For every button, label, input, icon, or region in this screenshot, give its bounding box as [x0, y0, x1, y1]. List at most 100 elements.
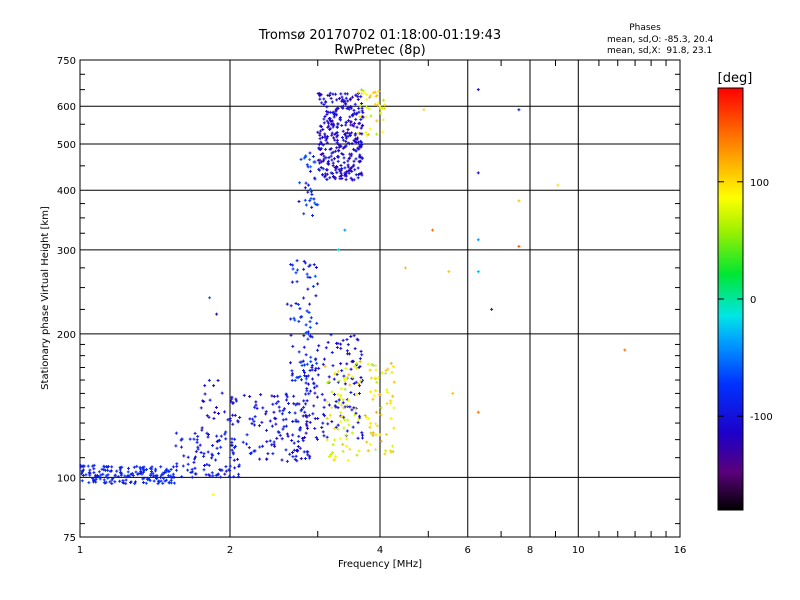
data-point: [233, 446, 237, 450]
data-point: [115, 469, 119, 473]
data-point: [335, 135, 339, 139]
data-point: [338, 175, 342, 179]
data-point: [332, 115, 336, 119]
data-point: [268, 439, 272, 443]
data-point: [232, 475, 236, 479]
data-point: [374, 448, 378, 452]
data-point: [340, 369, 344, 373]
data-point: [336, 133, 340, 137]
data-point: [310, 365, 314, 369]
data-point: [336, 369, 340, 373]
data-point: [272, 394, 276, 398]
data-point: [320, 425, 324, 429]
data-point: [181, 464, 185, 468]
data-point: [259, 393, 263, 397]
data-point: [99, 473, 103, 477]
data-point: [299, 315, 303, 319]
data-point: [324, 346, 328, 350]
data-point: [359, 95, 363, 99]
data-point: [307, 311, 311, 315]
data-point: [351, 95, 355, 99]
data-point: [297, 434, 301, 438]
data-point: [327, 403, 331, 407]
data-point: [285, 395, 289, 399]
data-point: [284, 417, 288, 421]
data-point: [345, 337, 349, 341]
data-point: [357, 110, 361, 114]
data-point: [217, 452, 221, 456]
data-point: [337, 401, 341, 405]
data-point: [349, 166, 353, 170]
data-point: [87, 481, 91, 485]
data-point: [147, 478, 151, 482]
data-point: [352, 124, 356, 128]
data-point: [386, 390, 390, 394]
data-point: [291, 455, 295, 459]
data-point: [323, 132, 327, 136]
data-point: [341, 442, 345, 446]
data-point: [329, 122, 333, 126]
data-point: [335, 146, 339, 150]
data-point: [343, 145, 347, 149]
data-point: [302, 259, 306, 263]
y-tick-label: 100: [57, 473, 76, 484]
data-point: [308, 334, 312, 338]
data-point: [161, 476, 165, 480]
chart-title: Tromsø 20170702 01:18:00-01:19:43: [258, 28, 501, 43]
data-point: [311, 154, 315, 158]
data-point: [336, 341, 340, 345]
data-point: [230, 440, 234, 444]
data-point: [236, 457, 240, 461]
data-point: [347, 142, 351, 146]
data-point: [517, 108, 521, 112]
data-point: [194, 472, 198, 476]
data-point: [226, 418, 230, 422]
data-point: [280, 437, 284, 441]
data-point: [211, 493, 215, 497]
data-point: [366, 449, 370, 453]
colorbar-tick-label: 0: [750, 295, 756, 306]
data-point: [110, 482, 114, 486]
data-point: [351, 425, 355, 429]
data-point: [392, 426, 396, 430]
y-tick-label: 750: [57, 56, 76, 67]
data-point: [304, 154, 308, 158]
data-point: [318, 97, 322, 101]
data-point: [81, 464, 85, 468]
data-point: [322, 154, 326, 158]
data-point: [92, 480, 96, 484]
data-point: [330, 451, 334, 455]
data-point: [347, 423, 351, 427]
data-point: [303, 410, 307, 414]
data-point: [302, 399, 306, 403]
data-point: [339, 144, 343, 148]
data-point: [298, 446, 302, 450]
data-point: [359, 118, 363, 122]
data-point: [318, 132, 322, 136]
data-point: [325, 168, 329, 172]
data-point: [97, 470, 101, 474]
data-point: [80, 479, 84, 483]
data-point: [363, 413, 367, 417]
data-point: [353, 347, 357, 351]
data-point: [323, 175, 327, 179]
data-point: [314, 357, 318, 361]
data-point: [251, 417, 255, 421]
data-point: [270, 394, 274, 398]
data-point: [312, 404, 316, 408]
data-point: [212, 416, 216, 420]
data-point: [304, 422, 308, 426]
data-point: [323, 364, 327, 368]
data-point: [196, 447, 200, 451]
data-point: [102, 478, 106, 482]
data-point: [330, 151, 334, 155]
data-point: [340, 173, 344, 177]
data-point: [308, 302, 312, 306]
data-point: [359, 349, 363, 353]
phases-o-mode: mean, sd,O: -85.3, 20.4: [607, 35, 714, 45]
data-point: [180, 475, 184, 479]
data-point: [385, 401, 389, 405]
data-point: [236, 420, 240, 424]
data-point: [319, 153, 323, 157]
data-point: [343, 133, 347, 137]
